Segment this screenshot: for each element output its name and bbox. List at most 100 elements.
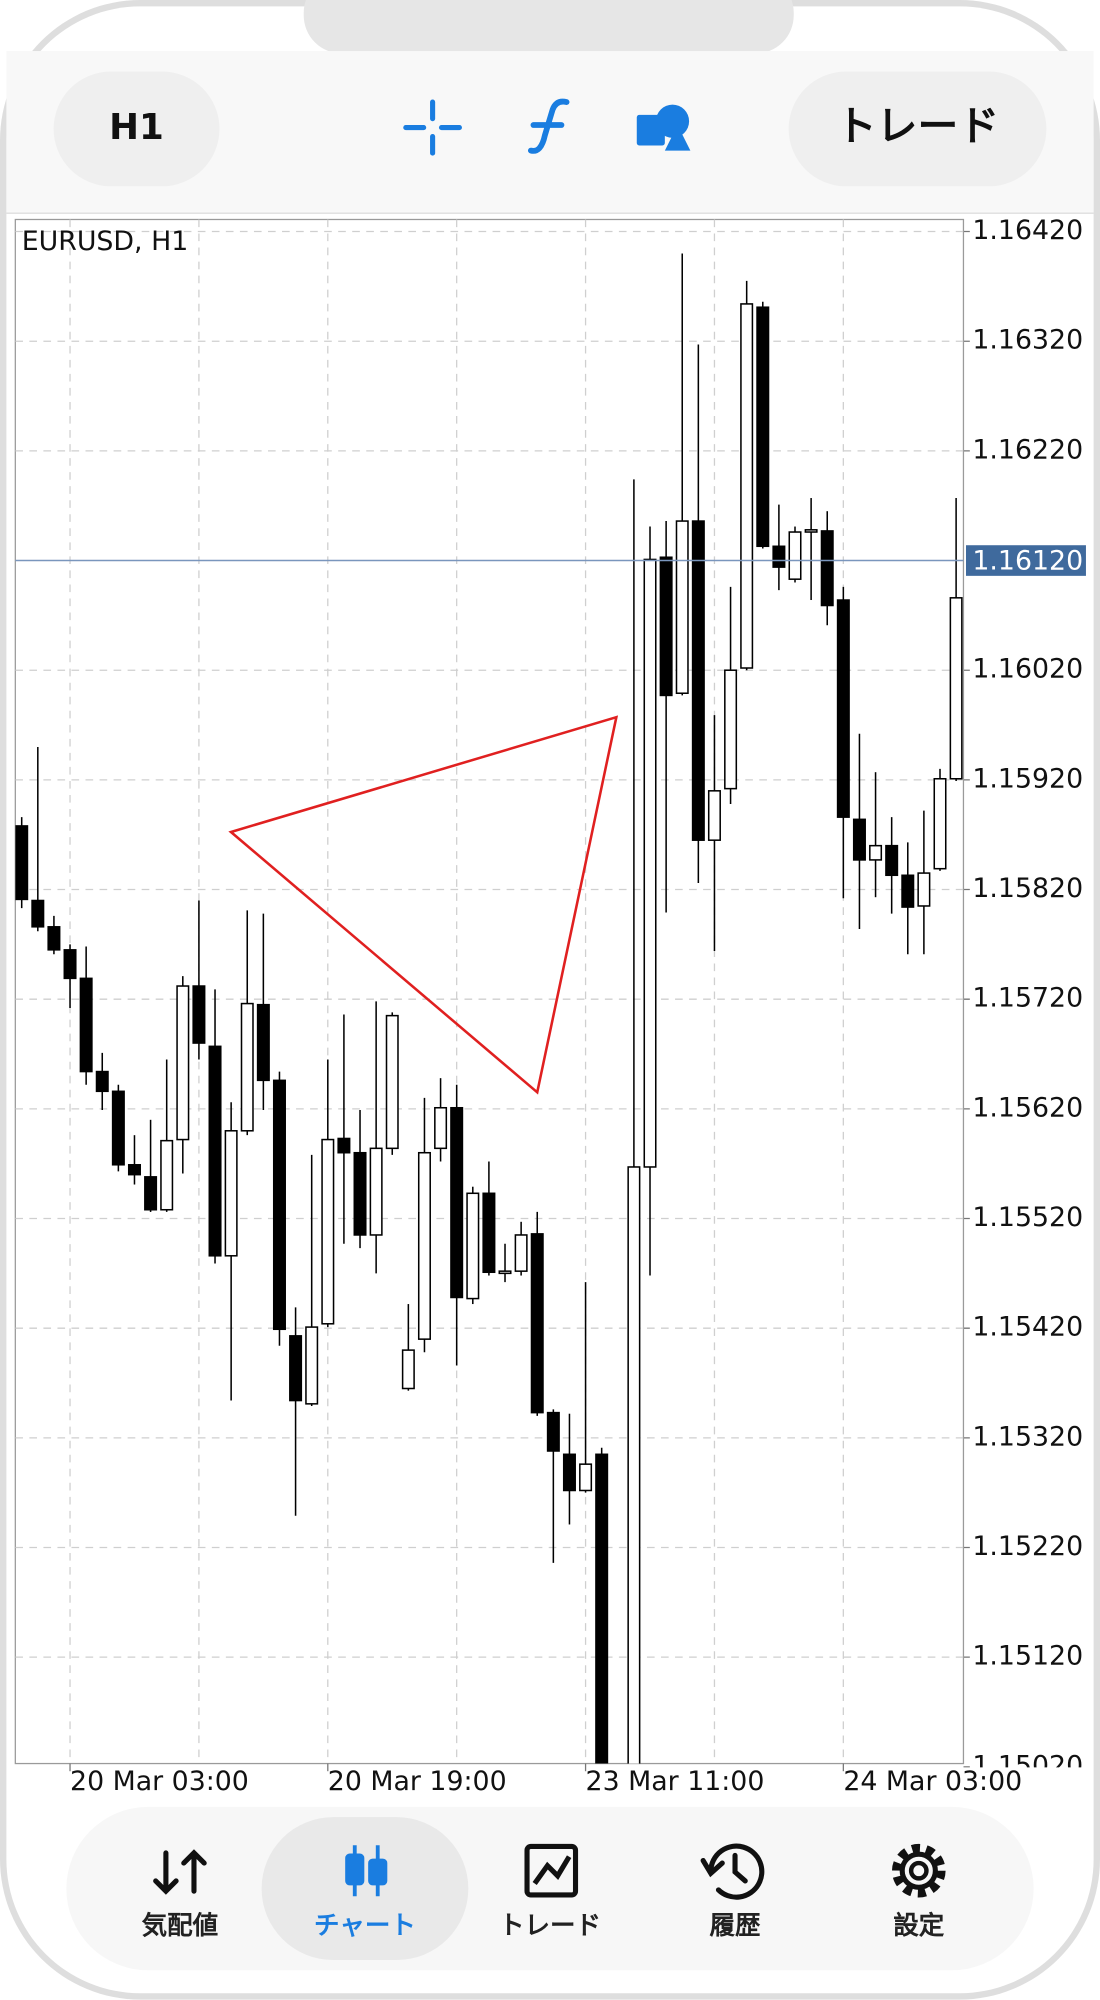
x-tick-label: 23 Mar 11:00 — [586, 1766, 765, 1797]
plot-frame — [14, 218, 965, 1765]
candle-body — [321, 1138, 335, 1325]
candle-body — [498, 1270, 512, 1275]
candle-body — [144, 1176, 158, 1211]
tab-label: 設定 — [893, 1911, 945, 1941]
candle-body — [192, 985, 206, 1044]
candle-body — [852, 818, 866, 861]
y-tick-label: 1.15820 — [972, 873, 1083, 904]
candle-body — [756, 306, 770, 548]
candle-body — [385, 1014, 399, 1150]
tab-label: 履歴 — [710, 1911, 762, 1941]
candle-body — [208, 1045, 222, 1257]
candle-body — [804, 529, 818, 533]
timeframe-button[interactable] — [53, 71, 220, 187]
candle-body — [256, 1003, 270, 1082]
candle-body — [772, 545, 786, 568]
candle-body — [885, 844, 899, 877]
settings-icon — [891, 1843, 946, 1898]
candle-body — [643, 558, 657, 1168]
y-tick-label: 1.16420 — [972, 215, 1083, 246]
candle-body — [917, 872, 931, 907]
tab-icons — [153, 1843, 946, 1900]
tabs: 気配値 チャート トレード 履歴 設定 — [142, 1817, 945, 1961]
candle-body — [95, 1070, 109, 1093]
y-tick-label: 1.15020 — [972, 1750, 1083, 1781]
candle-body — [530, 1233, 544, 1414]
grid — [15, 219, 964, 1764]
candle-body — [724, 669, 738, 790]
notch — [303, 0, 794, 54]
candle-body — [482, 1192, 496, 1274]
trade-button-label: トレード — [836, 102, 999, 150]
candle-body — [691, 520, 705, 841]
candle-body — [595, 1453, 609, 1764]
y-tick-label: 1.15520 — [972, 1202, 1083, 1233]
candle-body — [160, 1139, 174, 1211]
candle-body — [707, 790, 721, 841]
x-tick-label: 20 Mar 03:00 — [70, 1766, 249, 1797]
candle-body — [659, 556, 673, 697]
x-tick-label: 20 Mar 19:00 — [328, 1766, 507, 1797]
tab-label: チャート — [314, 1911, 416, 1941]
current-price-tag — [966, 545, 1086, 576]
candle-body — [417, 1151, 431, 1340]
candle-body — [434, 1106, 448, 1150]
chart-title: EURUSD, H1 — [22, 226, 189, 257]
history-icon — [700, 1843, 765, 1900]
candle-body — [224, 1130, 238, 1257]
y-tick-label: 1.15620 — [972, 1092, 1083, 1123]
candle-body — [176, 985, 190, 1141]
candle-body — [466, 1192, 480, 1300]
candle-body — [627, 1166, 641, 1764]
candle-body — [820, 530, 834, 607]
candle-body — [289, 1335, 303, 1402]
tab-label: トレード — [499, 1911, 601, 1941]
y-tick-label: 1.15920 — [972, 763, 1083, 794]
candle-body — [450, 1106, 464, 1299]
active-tab-bg — [261, 1817, 469, 1961]
timeframe-label: H1 — [109, 107, 164, 148]
candle-body — [788, 531, 802, 580]
candle-body — [31, 899, 45, 928]
indicator-icon[interactable] — [527, 98, 570, 154]
candle-body — [514, 1234, 528, 1272]
y-tick-label: 1.15720 — [972, 983, 1083, 1014]
candle-body — [675, 520, 689, 694]
y-tick-label: 1.15220 — [972, 1531, 1083, 1562]
trade-icon — [524, 1843, 579, 1898]
candle-body — [111, 1090, 125, 1166]
y-axis: 1.16420 1.16320 1.16220 1.16020 1.15920 1.158… — [963, 215, 1083, 1781]
crosshair-icon[interactable] — [403, 99, 462, 156]
candle-body — [240, 1002, 254, 1132]
y-tick-label: 1.16020 — [972, 654, 1083, 685]
candle-body — [836, 599, 850, 818]
candle-body — [127, 1164, 141, 1176]
candle-body — [869, 844, 883, 861]
objects-icon[interactable] — [636, 104, 691, 151]
y-tick-label: 1.16320 — [972, 325, 1083, 356]
candle-body — [546, 1411, 560, 1452]
trade-button[interactable] — [788, 71, 1047, 187]
y-tick-label: 1.16220 — [972, 434, 1083, 465]
y-tick-label: 1.15420 — [972, 1312, 1083, 1343]
candle-body — [949, 597, 963, 780]
candle-body — [15, 825, 29, 901]
candle-body — [305, 1326, 319, 1405]
candle-body — [562, 1453, 576, 1492]
candle-body — [901, 874, 915, 908]
chart: 1.16420 1.16320 1.16220 1.16020 1.15920 1.158… — [14, 215, 1086, 1797]
candle-body — [47, 926, 61, 951]
triangle-drawing — [228, 715, 619, 1095]
x-tick-label: 24 Mar 03:00 — [843, 1766, 1022, 1797]
y-tick-label: 1.15320 — [972, 1421, 1083, 1452]
candles — [15, 253, 964, 1764]
candle-body — [63, 949, 77, 980]
y-tick-label: 1.15120 — [972, 1641, 1083, 1672]
candle-body — [353, 1151, 367, 1236]
x-axis: 20 Mar 03:00 20 Mar 19:00 23 Mar 11:00 24 M… — [69, 1763, 1022, 1797]
candle-body — [79, 977, 93, 1073]
candle-body — [933, 778, 947, 870]
